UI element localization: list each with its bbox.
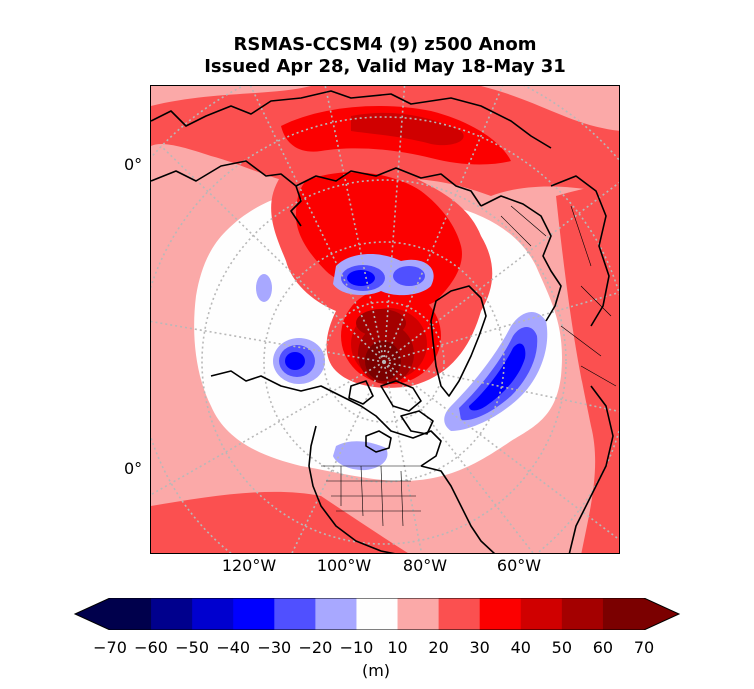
colorbar: [73, 598, 681, 630]
anomaly-field-minus-20-10: [333, 441, 388, 471]
map-title-line-1: RSMAS-CCSM4 (9) z500 Anom: [233, 34, 537, 55]
colorbar-tick-label: 40: [510, 638, 531, 657]
colorbar-segment: [479, 598, 522, 630]
latitude-gridlines: [151, 86, 619, 553]
colorbar-segment: [356, 598, 399, 630]
colorbar-segment: [438, 598, 481, 630]
colorbar-tick-label: −50: [175, 638, 210, 657]
colorbar-segment: [151, 598, 193, 630]
colorbar-tick-label: 30: [469, 638, 490, 657]
colorbar-unit-label: (m): [361, 661, 391, 680]
anomaly-map: [151, 86, 619, 553]
colorbar-segment: [602, 598, 645, 630]
anomaly-field-minus-40-30: [285, 352, 305, 370]
colorbar-outline: [73, 598, 681, 630]
longitude-label-120w: 120°W: [221, 556, 277, 575]
colorbar-segment: [397, 598, 440, 630]
colorbar-tick-label: −40: [216, 638, 251, 657]
anomaly-field-20-30: [151, 491, 408, 553]
colorbar-tick-label: 60: [592, 638, 614, 657]
colorbar-extend-high: [644, 598, 679, 630]
anomaly-field-minus-20-10: [256, 274, 272, 302]
map-panel: [150, 85, 620, 554]
latitude-label-lower: 0°: [124, 459, 143, 478]
latitude-label-upper: 0°: [124, 155, 143, 174]
longitude-label-100w: 100°W: [316, 556, 372, 575]
longitude-gridlines: [151, 86, 619, 553]
anomaly-field-40-50: [351, 112, 464, 146]
coastlines: [151, 90, 614, 553]
colorbar-tick-label: 70: [633, 638, 655, 657]
longitude-label-60w: 60°W: [496, 556, 542, 575]
colorbar-tick-label: 50: [551, 638, 573, 657]
colorbar-extend-low: [75, 598, 110, 630]
colorbar-segment: [274, 598, 316, 630]
map-title-line-2: Issued Apr 28, Valid May 18-May 31: [204, 56, 566, 77]
colorbar-tick-label: 20: [428, 638, 449, 657]
anomaly-field-minus-40-30: [469, 343, 526, 411]
colorbar-tick-label: −10: [339, 638, 374, 657]
colorbar-tick-label: −70: [93, 638, 127, 657]
colorbar-segment: [520, 598, 563, 630]
colorbar-tick-label: −30: [257, 638, 292, 657]
longitude-label-80w: 80°W: [402, 556, 448, 575]
anomaly-field-minus-40-30: [347, 270, 375, 286]
colorbar-segment: [561, 598, 604, 630]
colorbar-tick-label: −60: [134, 638, 168, 657]
anomaly-field-minus-30-20: [393, 266, 425, 286]
colorbar-segment: [315, 598, 357, 630]
anomaly-field-50-60: [356, 309, 406, 337]
colorbar-segment: [192, 598, 234, 630]
political-borders: [321, 205, 617, 527]
colorbar-segment: [110, 598, 152, 630]
colorbar-tick-label: −20: [298, 638, 333, 657]
colorbar-tick-label: 10: [387, 638, 408, 657]
colorbar-segment: [233, 598, 275, 630]
anomaly-field-20-30: [556, 181, 619, 553]
